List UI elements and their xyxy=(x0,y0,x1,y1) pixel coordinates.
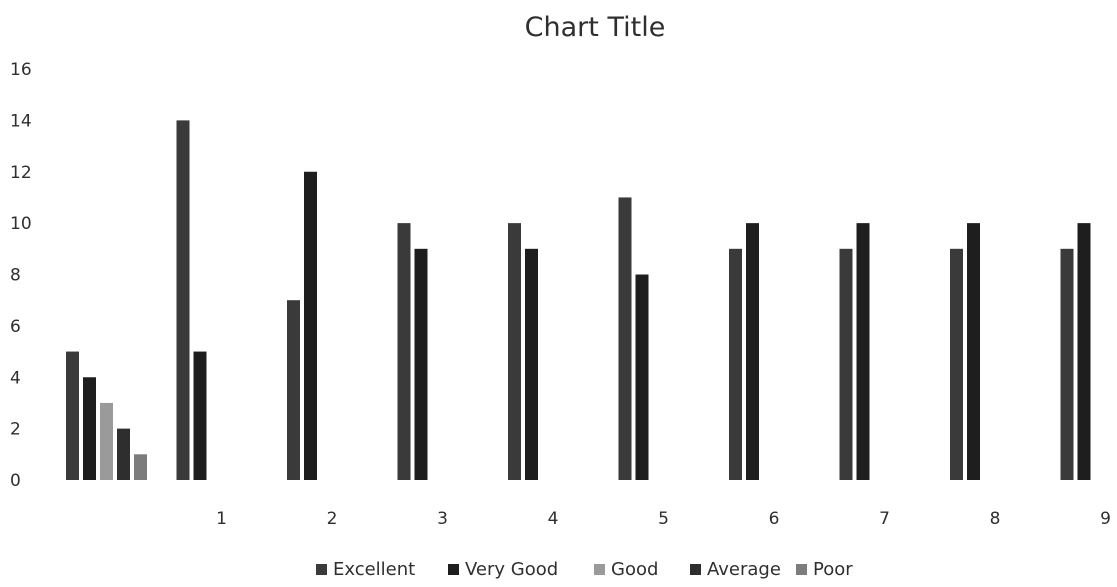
x-tick-label: 2 xyxy=(327,509,338,529)
x-tick-label: 4 xyxy=(548,509,559,529)
x-tick-label: 1 xyxy=(216,509,227,529)
x-tick-label: 7 xyxy=(879,509,890,529)
legend-swatch xyxy=(316,564,327,575)
x-tick-label: 3 xyxy=(437,509,448,529)
category-group xyxy=(729,223,759,480)
legend-swatch xyxy=(448,564,459,575)
bar-very-good xyxy=(635,274,649,480)
y-tick-label: 4 xyxy=(10,368,21,388)
bar-excellent xyxy=(176,120,190,480)
legend-item: Excellent xyxy=(316,559,415,580)
legend-item: Poor xyxy=(796,559,853,580)
x-axis-tick-labels: 1 2 3 4 5 6 7 8 9 xyxy=(216,509,1111,529)
category-group xyxy=(618,197,649,480)
legend-swatch xyxy=(594,564,605,575)
category-group xyxy=(66,351,147,480)
bar-very-good xyxy=(414,248,428,480)
x-tick-label: 9 xyxy=(1100,509,1111,529)
category-group xyxy=(950,223,980,480)
bar-very-good xyxy=(746,223,759,480)
y-tick-label: 10 xyxy=(10,214,32,234)
bar-very-good xyxy=(83,377,96,480)
category-group xyxy=(1060,223,1091,480)
bar-excellent xyxy=(618,197,632,480)
x-tick-label: 6 xyxy=(769,509,780,529)
category-group xyxy=(397,223,428,480)
y-tick-label: 2 xyxy=(10,420,21,440)
bar-excellent xyxy=(950,248,963,480)
category-group xyxy=(839,223,870,480)
legend-item: Very Good xyxy=(448,559,558,580)
plot-area xyxy=(66,120,1091,480)
bar-excellent xyxy=(397,223,411,480)
bar-good xyxy=(100,402,113,480)
legend-label: Very Good xyxy=(465,559,558,580)
bar-very-good xyxy=(1077,223,1091,480)
legend-swatch xyxy=(690,564,701,575)
legend-item: Average xyxy=(690,559,781,580)
bar-excellent xyxy=(1060,248,1074,480)
bar-very-good xyxy=(193,351,207,480)
y-axis-tick-labels: 0 2 4 6 8 10 12 14 16 xyxy=(10,60,32,491)
y-tick-label: 6 xyxy=(10,317,21,337)
legend-swatch xyxy=(796,564,807,575)
bar-average xyxy=(117,428,130,480)
legend-label: Good xyxy=(611,559,658,580)
legend-item: Good xyxy=(594,559,658,580)
bar-very-good xyxy=(525,248,538,480)
x-tick-label: 5 xyxy=(658,509,669,529)
bar-excellent xyxy=(287,300,300,480)
legend-label: Poor xyxy=(813,559,853,580)
legend: Excellent Very Good Good Average Poor xyxy=(316,559,853,580)
bar-very-good xyxy=(856,223,870,480)
bar-poor xyxy=(134,454,147,480)
x-tick-label: 8 xyxy=(990,509,1001,529)
bar-excellent xyxy=(729,248,742,480)
bar-excellent xyxy=(508,223,521,480)
y-tick-label: 8 xyxy=(10,266,21,286)
bar-excellent xyxy=(839,248,853,480)
legend-label: Excellent xyxy=(333,559,415,580)
chart-title: Chart Title xyxy=(525,12,666,43)
y-tick-label: 14 xyxy=(10,111,32,131)
category-group xyxy=(287,171,317,480)
y-tick-label: 0 xyxy=(10,471,21,491)
legend-label: Average xyxy=(707,559,781,580)
category-group xyxy=(176,120,207,480)
category-group xyxy=(508,223,538,480)
bar-excellent xyxy=(66,351,79,480)
bar-very-good xyxy=(967,223,980,480)
y-tick-label: 16 xyxy=(10,60,32,80)
y-tick-label: 12 xyxy=(10,163,32,183)
bar-very-good xyxy=(304,171,317,480)
